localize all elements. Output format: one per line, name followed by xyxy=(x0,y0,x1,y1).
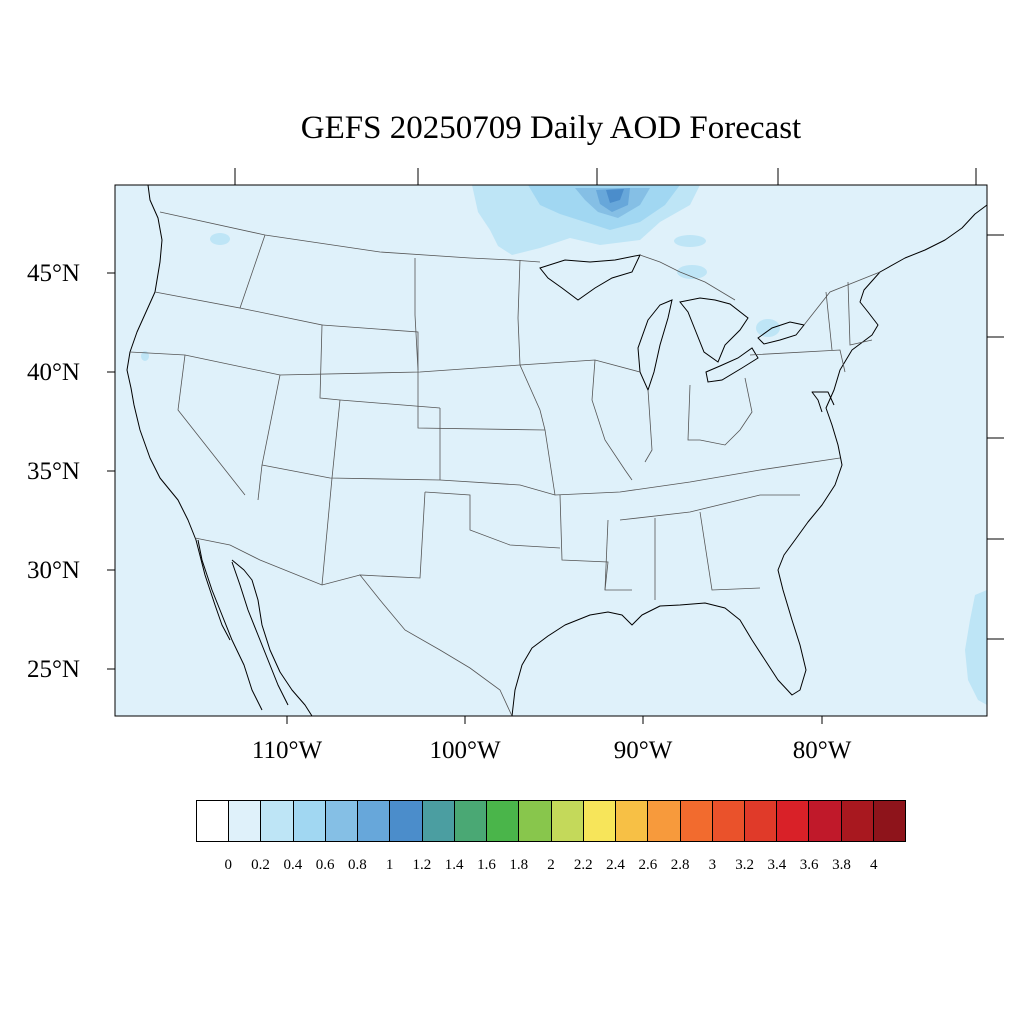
colorbar-box xyxy=(325,801,359,841)
lon-label-90w: 90°W xyxy=(613,737,673,764)
colorbar-label: 3.2 xyxy=(735,857,754,873)
colorbar-box xyxy=(712,801,745,841)
colorbar-box xyxy=(841,801,874,841)
lat-label-40n: 40°N xyxy=(26,359,80,386)
aod-shading xyxy=(141,185,987,705)
colorbar-box xyxy=(487,801,520,841)
colorbar-box xyxy=(519,801,552,841)
colorbar-box xyxy=(616,801,649,841)
colorbar-box xyxy=(744,801,778,841)
lat-label-25n: 25°N xyxy=(26,656,80,683)
colorbar-box xyxy=(454,801,488,841)
coastlines xyxy=(126,184,988,717)
colorbar-label: 1.2 xyxy=(412,857,432,873)
lat-label-45n: 45°N xyxy=(26,260,80,287)
colorbar-label: 1.4 xyxy=(444,857,464,873)
lon-label-110w: 110°W xyxy=(251,737,323,764)
lon-label-80w: 80°W xyxy=(792,737,852,764)
colorbar-label: 2 xyxy=(547,857,555,873)
colorbar-label: 0.6 xyxy=(315,857,335,873)
colorbar-box xyxy=(229,801,262,841)
colorbar-label: 2.8 xyxy=(670,857,690,873)
colorbar-label: 1 xyxy=(385,857,394,873)
colorbar-label: 0.4 xyxy=(283,857,303,873)
colorbar-box xyxy=(422,801,455,841)
colorbar-box xyxy=(293,801,326,841)
colorbar-label: 3 xyxy=(708,857,717,873)
colorbar-label: 0.8 xyxy=(347,857,367,873)
colorbar-box xyxy=(648,801,681,841)
colorbar-box xyxy=(358,801,391,841)
lat-label-30n: 30°N xyxy=(26,557,80,584)
colorbar-label: 2.6 xyxy=(638,857,658,873)
colorbar xyxy=(196,800,906,842)
colorbar-box xyxy=(390,801,423,841)
colorbar-box xyxy=(680,801,713,841)
colorbar-label: 3.6 xyxy=(799,857,819,873)
great-lakes xyxy=(539,254,805,392)
colorbar-label: 4 xyxy=(869,857,878,873)
colorbar-label: 1.6 xyxy=(477,857,496,873)
political-boundaries xyxy=(129,211,881,717)
map-border xyxy=(114,184,988,717)
axis-ticks xyxy=(107,168,1004,724)
colorbar-label: 0 xyxy=(224,857,233,873)
lat-label-35n: 35°N xyxy=(26,458,80,485)
colorbar-box xyxy=(197,801,230,841)
colorbar-label: 2.2 xyxy=(573,857,593,873)
colorbar-box xyxy=(261,801,294,841)
colorbar-label: 3.4 xyxy=(767,857,787,873)
map-title: GEFS 20250709 Daily AOD Forecast xyxy=(300,110,802,146)
colorbar-box xyxy=(777,801,810,841)
lon-label-100w: 100°W xyxy=(429,737,501,764)
colorbar-box xyxy=(551,801,584,841)
colorbar-label: 0.2 xyxy=(251,857,270,873)
colorbar-label: 3.8 xyxy=(832,857,851,873)
map-frame xyxy=(115,185,987,716)
colorbar-label: 2.4 xyxy=(606,857,625,873)
colorbar-label: 1.8 xyxy=(509,857,529,873)
colorbar-box xyxy=(809,801,842,841)
colorbar-box xyxy=(873,801,906,841)
colorbar-box xyxy=(583,801,617,841)
